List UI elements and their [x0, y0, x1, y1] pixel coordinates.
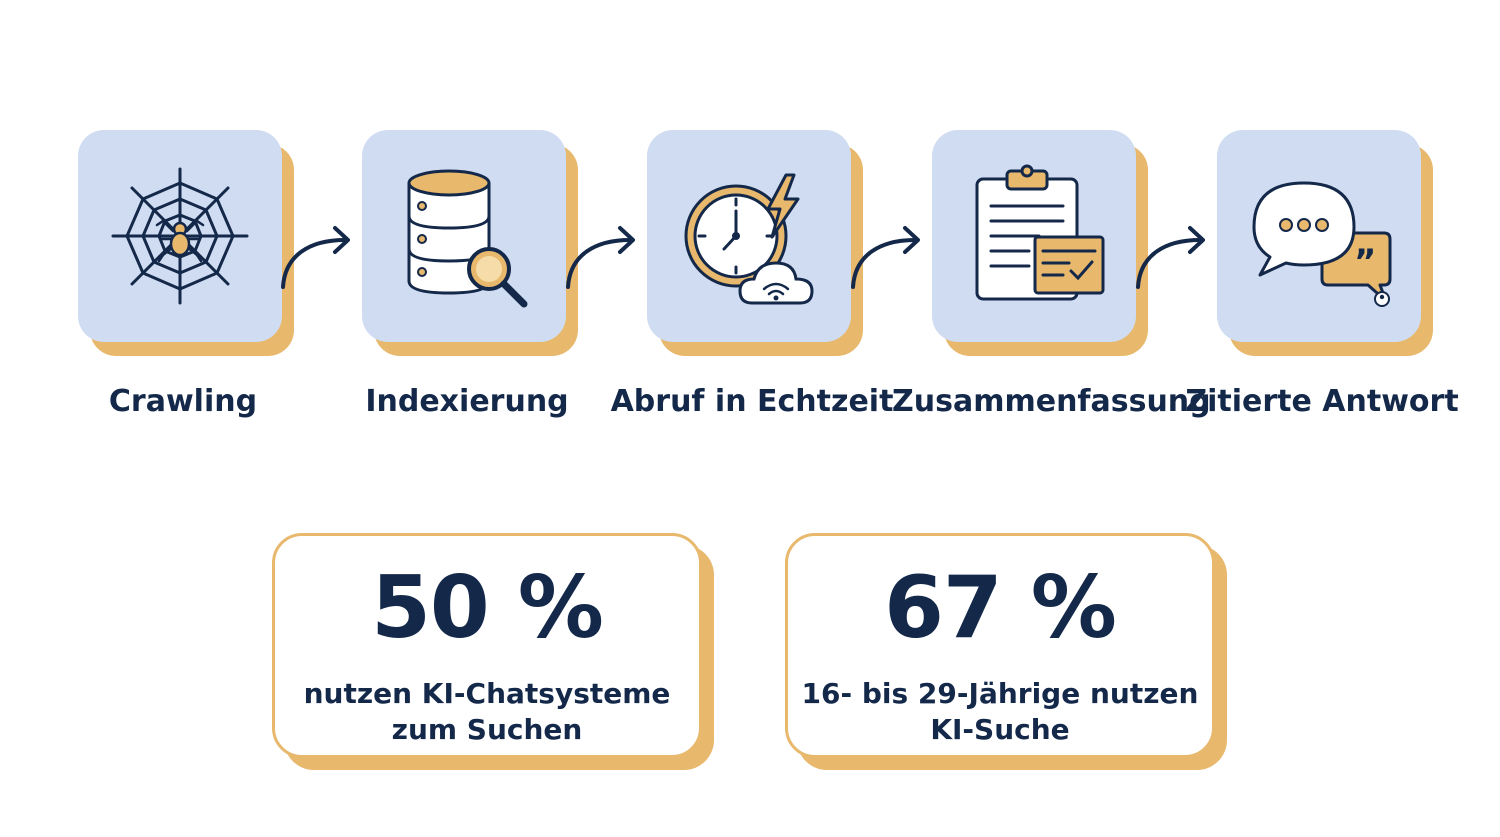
arrow-right-icon: [281, 226, 350, 289]
svg-text:”: ”: [1354, 242, 1376, 282]
step-crawling: Crawling: [78, 130, 294, 419]
tile-abruf: [647, 130, 851, 342]
stat-value: 50 %: [371, 558, 604, 658]
chat-quote-icon: ”: [1252, 181, 1392, 307]
step-label: Crawling: [108, 384, 258, 419]
stat-description: 16- bis 29-Jährige nutzen KI-Suche: [801, 677, 1199, 746]
tile-zusammenfassung: [932, 130, 1136, 342]
database-search-icon: [407, 169, 528, 308]
stat-card-1: 50 % nutzen KI-Chatsysteme zum Suchen: [272, 533, 717, 773]
stat-box: 50 % nutzen KI-Chatsysteme zum Suchen: [272, 533, 702, 758]
arrow-right-icon: [566, 226, 635, 289]
clipboard-document-icon: [975, 164, 1105, 301]
tile-crawling: [78, 130, 282, 342]
stat-value: 67 %: [884, 558, 1117, 658]
step-label: Indexierung: [365, 384, 569, 419]
step-zitierte-antwort: ” Zitierte Antwort: [1185, 130, 1459, 419]
step-indexierung: Indexierung: [362, 130, 578, 419]
stat-description: nutzen KI-Chatsysteme zum Suchen: [303, 677, 671, 746]
spider-web-icon: [111, 167, 249, 305]
tile-indexierung: [362, 130, 566, 342]
stat-card-2: 67 % 16- bis 29-Jährige nutzen KI-Suche: [785, 533, 1230, 773]
step-label: Zitierte Antwort: [1185, 384, 1459, 419]
stat-box: 67 % 16- bis 29-Jährige nutzen KI-Suche: [785, 533, 1215, 758]
tile-zitierte-antwort: ”: [1217, 130, 1421, 342]
clock-lightning-cloud-icon: [684, 173, 814, 305]
step-zusammenfassung: Zusammenfassung: [892, 130, 1211, 419]
arrow-right-icon: [851, 226, 920, 289]
step-label: Abruf in Echtzeit: [610, 384, 894, 419]
arrow-right-icon: [1136, 226, 1205, 289]
step-label: Zusammenfassung: [892, 384, 1211, 419]
step-abruf: Abruf in Echtzeit: [611, 130, 893, 419]
